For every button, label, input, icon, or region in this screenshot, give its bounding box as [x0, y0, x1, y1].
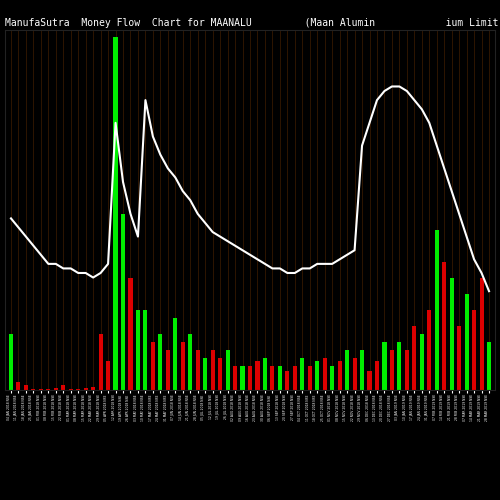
- Bar: [188, 334, 192, 390]
- Bar: [196, 350, 200, 390]
- Bar: [368, 370, 372, 390]
- Bar: [263, 358, 267, 390]
- Bar: [218, 358, 222, 390]
- Bar: [46, 388, 50, 390]
- Bar: [315, 361, 320, 390]
- Bar: [442, 262, 446, 390]
- Bar: [412, 326, 416, 390]
- Bar: [39, 389, 43, 390]
- Bar: [480, 278, 484, 390]
- Bar: [98, 334, 102, 390]
- Bar: [398, 342, 402, 390]
- Bar: [16, 382, 20, 390]
- Bar: [360, 350, 364, 390]
- Bar: [9, 334, 13, 390]
- Bar: [345, 350, 349, 390]
- Bar: [457, 326, 461, 390]
- Bar: [180, 342, 185, 390]
- Bar: [330, 366, 334, 390]
- Bar: [293, 366, 297, 390]
- Bar: [427, 310, 432, 390]
- Bar: [472, 310, 476, 390]
- Bar: [203, 358, 207, 390]
- Bar: [144, 310, 148, 390]
- Bar: [286, 370, 290, 390]
- Bar: [405, 350, 409, 390]
- Bar: [382, 342, 386, 390]
- Bar: [390, 350, 394, 390]
- Bar: [352, 358, 356, 390]
- Bar: [158, 334, 162, 390]
- Bar: [91, 387, 95, 390]
- Bar: [68, 388, 73, 390]
- Bar: [338, 361, 342, 390]
- Bar: [114, 37, 117, 390]
- Bar: [84, 388, 87, 390]
- Bar: [136, 310, 140, 390]
- Bar: [166, 350, 170, 390]
- Bar: [32, 388, 36, 390]
- Bar: [128, 278, 132, 390]
- Bar: [278, 366, 282, 390]
- Bar: [76, 389, 80, 390]
- Text: ManufaSutra  Money Flow  Chart for MAANALU         (Maan Alumin            ium L: ManufaSutra Money Flow Chart for MAANALU…: [5, 18, 498, 28]
- Bar: [434, 230, 439, 390]
- Bar: [375, 361, 379, 390]
- Bar: [464, 294, 468, 390]
- Bar: [322, 358, 326, 390]
- Bar: [487, 342, 491, 390]
- Bar: [226, 350, 230, 390]
- Bar: [256, 361, 260, 390]
- Bar: [233, 366, 237, 390]
- Bar: [420, 334, 424, 390]
- Bar: [308, 366, 312, 390]
- Bar: [210, 350, 214, 390]
- Bar: [61, 385, 66, 390]
- Bar: [450, 278, 454, 390]
- Bar: [106, 361, 110, 390]
- Bar: [248, 366, 252, 390]
- Bar: [300, 358, 304, 390]
- Bar: [121, 214, 125, 390]
- Bar: [54, 388, 58, 390]
- Bar: [151, 342, 155, 390]
- Bar: [270, 366, 274, 390]
- Bar: [174, 318, 178, 390]
- Bar: [240, 366, 244, 390]
- Bar: [24, 385, 28, 390]
